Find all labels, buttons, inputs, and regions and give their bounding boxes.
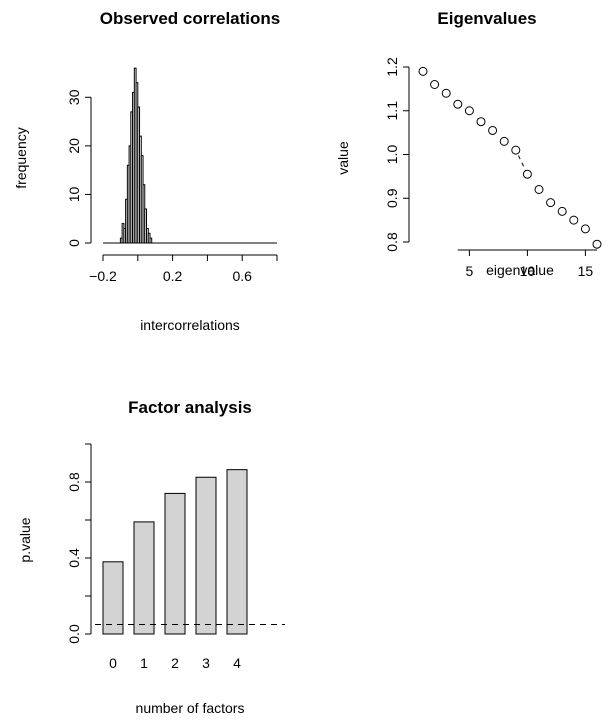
factor-x-tick-label: 2 xyxy=(171,655,179,671)
factor-bar xyxy=(133,521,155,635)
factor-x-tick-label: 0 xyxy=(109,655,117,671)
eigenvalue-point xyxy=(488,125,498,135)
eigenvalue-y-tick-label: 1.0 xyxy=(384,145,400,165)
factor-x-axis: 0 1 2 3 4 xyxy=(109,655,241,671)
factor-bar xyxy=(226,469,248,635)
factor-y-tick-label: 0.4 xyxy=(66,548,82,568)
eigenvalue-point xyxy=(476,117,486,127)
histogram-y-tick-label: 20 xyxy=(66,138,82,154)
eigenvalue-point xyxy=(592,239,602,249)
histogram-x-axis: −0.2 0.2 0.6 xyxy=(89,254,278,284)
eigenvalue-point xyxy=(580,224,590,234)
eigenvalue-y-tick-label: 0.9 xyxy=(384,188,400,208)
eigenvalue-x-axis: 5 10 15 xyxy=(457,249,597,279)
factor-ylabel: p.value xyxy=(17,517,33,562)
factor-x-tick-label: 1 xyxy=(140,655,148,671)
histogram-title: Observed correlations xyxy=(100,9,280,28)
factor-bar xyxy=(164,492,186,635)
eigenvalue-y-tick-label: 0.8 xyxy=(384,232,400,252)
factor-x-tick-label: 4 xyxy=(233,655,241,671)
eigenvalue-panel: Eigenvalues eigenvalue value 5 10 15 0.80.… xyxy=(335,9,602,279)
factor-analysis-panel: Factor analysis number of factors p.valu… xyxy=(17,398,285,716)
eigenvalue-y-tick-label: 1.2 xyxy=(384,57,400,77)
histogram-bars xyxy=(103,67,277,244)
factor-title: Factor analysis xyxy=(128,398,252,417)
eigenvalue-point xyxy=(546,198,556,208)
histogram-panel: Observed correlations intercorrelations … xyxy=(13,9,280,333)
eigenvalue-point xyxy=(557,206,567,216)
histogram-y-tick-label: 10 xyxy=(66,186,82,202)
factor-x-tick-label: 3 xyxy=(202,655,210,671)
eigenvalue-point xyxy=(569,215,579,225)
eigenvalue-xlabel: eigenvalue xyxy=(486,262,554,278)
histogram-x-tick-label: 0.6 xyxy=(232,268,252,284)
histogram-y-tick-label: 0 xyxy=(66,239,82,247)
eigenvalue-points xyxy=(418,66,602,249)
eigenvalue-point xyxy=(464,106,474,116)
eigenvalue-point xyxy=(522,169,532,179)
eigenvalue-x-tick-label: 10 xyxy=(520,263,536,279)
eigenvalue-point xyxy=(430,80,440,89)
histogram-x-tick-label: −0.2 xyxy=(89,268,117,284)
eigenvalue-x-tick-label: 5 xyxy=(466,263,474,279)
factor-y-axis: 0.0 0.4 0.8 xyxy=(66,443,92,644)
eigenvalue-title: Eigenvalues xyxy=(437,9,536,28)
eigenvalue-point xyxy=(534,185,544,194)
factor-xlabel: number of factors xyxy=(136,700,245,716)
eigenvalue-point xyxy=(441,88,451,98)
histogram-y-axis: 0 10 20 30 xyxy=(66,89,92,247)
histogram-x-tick-label: 0.2 xyxy=(163,268,183,284)
eigenvalue-x-tick-label: 15 xyxy=(578,263,594,279)
histogram-bar xyxy=(144,208,147,244)
eigenvalue-y-axis: 0.8 0.9 1.0 1.1 1.2 xyxy=(384,57,410,252)
histogram-xlabel: intercorrelations xyxy=(140,317,240,333)
factor-bars xyxy=(95,469,285,635)
factor-y-tick-label: 0.8 xyxy=(66,472,82,492)
eigenvalue-y-tick-label: 1.1 xyxy=(384,101,400,121)
histogram-ylabel: frequency xyxy=(13,127,29,188)
eigenvalue-point xyxy=(511,145,521,155)
eigenvalue-point xyxy=(418,66,428,76)
eigenvalue-point xyxy=(453,99,463,109)
eigenvalue-ylabel: value xyxy=(335,141,351,175)
histogram-bar xyxy=(149,237,153,244)
histogram-y-tick-label: 30 xyxy=(66,89,82,105)
factor-y-tick-label: 0.0 xyxy=(66,624,82,644)
factor-bar xyxy=(102,561,124,635)
factor-bar xyxy=(195,476,217,635)
eigenvalue-point xyxy=(499,136,509,146)
